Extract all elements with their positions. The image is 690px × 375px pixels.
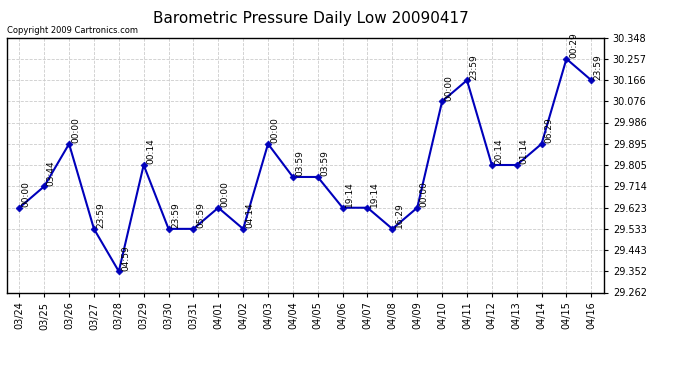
Text: 00:00: 00:00 [420,181,428,207]
Text: 19:14: 19:14 [345,181,354,207]
Text: 16:29: 16:29 [395,202,404,228]
Text: 01:14: 01:14 [519,138,529,164]
Text: 00:00: 00:00 [72,117,81,143]
Text: 00:14: 00:14 [146,138,155,164]
Text: 20:14: 20:14 [494,139,503,164]
Text: 06:29: 06:29 [544,117,553,143]
Text: 19:14: 19:14 [370,181,379,207]
Text: 03:59: 03:59 [320,150,329,176]
Text: 03:59: 03:59 [295,150,304,176]
Text: 00:29: 00:29 [569,32,578,58]
Text: 00:00: 00:00 [270,117,279,143]
Text: 05:59: 05:59 [196,202,205,228]
Text: 04:14: 04:14 [246,202,255,228]
Text: 03:44: 03:44 [47,160,56,186]
Text: 23:59: 23:59 [97,202,106,228]
Text: 00:00: 00:00 [22,181,31,207]
Text: 23:59: 23:59 [469,54,478,80]
Text: 23:59: 23:59 [171,202,180,228]
Text: Barometric Pressure Daily Low 20090417: Barometric Pressure Daily Low 20090417 [152,11,469,26]
Text: 00:00: 00:00 [444,75,453,100]
Text: 04:59: 04:59 [121,245,130,271]
Text: 23:59: 23:59 [594,54,603,80]
Text: 00:00: 00:00 [221,181,230,207]
Text: Copyright 2009 Cartronics.com: Copyright 2009 Cartronics.com [7,26,138,35]
